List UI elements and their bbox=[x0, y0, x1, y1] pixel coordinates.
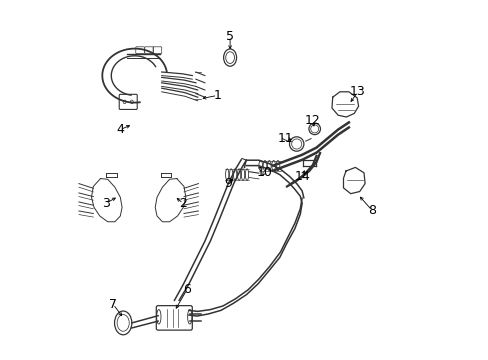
Text: 6: 6 bbox=[183, 283, 190, 296]
Text: 14: 14 bbox=[294, 170, 309, 183]
Text: 10: 10 bbox=[256, 166, 272, 179]
Text: 2: 2 bbox=[179, 197, 187, 210]
Text: 13: 13 bbox=[349, 85, 365, 98]
Text: 12: 12 bbox=[305, 114, 320, 127]
Text: 1: 1 bbox=[213, 89, 221, 102]
Text: 3: 3 bbox=[102, 197, 110, 210]
Text: 11: 11 bbox=[278, 132, 293, 145]
Text: 4: 4 bbox=[116, 123, 124, 136]
Text: 9: 9 bbox=[224, 177, 232, 190]
Text: 5: 5 bbox=[225, 30, 234, 42]
Text: 7: 7 bbox=[109, 298, 117, 311]
Text: 8: 8 bbox=[367, 204, 376, 217]
